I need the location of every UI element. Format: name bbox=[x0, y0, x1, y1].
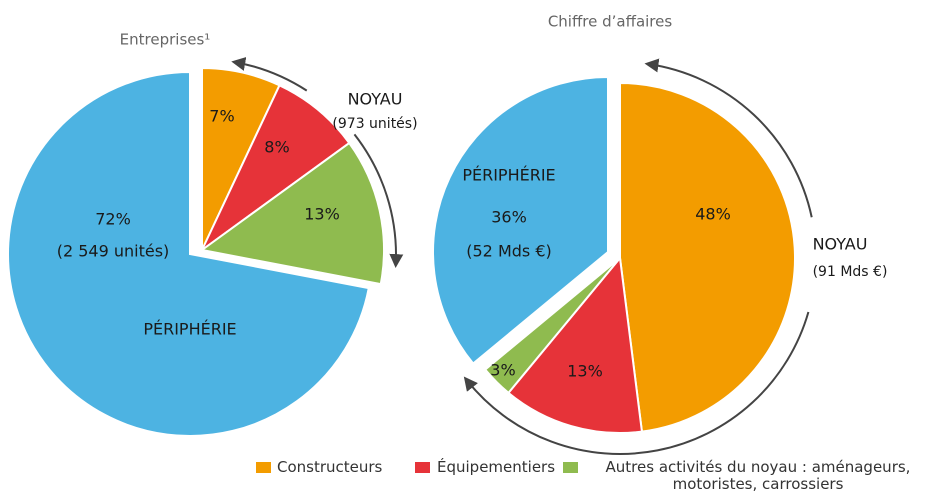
value-label: 8% bbox=[264, 138, 289, 157]
value-label: 36% bbox=[491, 208, 527, 227]
annotation: (52 Mds €) bbox=[466, 242, 552, 261]
annotation: (2 549 unités) bbox=[57, 242, 170, 261]
arrow bbox=[644, 58, 813, 218]
annotation: PÉRIPHÉRIE bbox=[462, 166, 555, 185]
legend-swatch bbox=[256, 462, 271, 473]
annotation: NOYAU bbox=[348, 90, 403, 109]
legend-swatch bbox=[415, 462, 430, 473]
value-label: 3% bbox=[490, 361, 515, 380]
legend-swatch bbox=[563, 462, 578, 473]
arrow bbox=[231, 57, 308, 92]
value-label: 7% bbox=[209, 107, 234, 126]
pie-slice bbox=[507, 255, 644, 434]
value-label: 48% bbox=[695, 205, 731, 224]
chart-title: Chiffre d’affaires bbox=[548, 13, 673, 31]
annotation: PÉRIPHÉRIE bbox=[143, 320, 236, 339]
arrow bbox=[463, 311, 810, 455]
pie-slice bbox=[432, 75, 609, 365]
pie-slice bbox=[201, 83, 351, 251]
legend-label: Constructeurs bbox=[277, 458, 383, 476]
legend-label: Autres activités du noyau : aménageurs, … bbox=[605, 458, 911, 493]
annotation: (973 unités) bbox=[332, 116, 417, 132]
arrow bbox=[353, 133, 404, 269]
value-label: 13% bbox=[304, 205, 340, 224]
value-label: 72% bbox=[95, 210, 131, 229]
chart-title: Entreprises¹ bbox=[120, 31, 211, 49]
annotation: NOYAU bbox=[813, 235, 868, 254]
pie-slice bbox=[619, 81, 796, 433]
pie-slice bbox=[7, 70, 370, 437]
pie-slice bbox=[199, 141, 385, 286]
legend-label: Équipementiers bbox=[437, 458, 556, 476]
annotation: (91 Mds €) bbox=[813, 264, 888, 280]
pie-slice bbox=[483, 257, 621, 395]
value-label: 13% bbox=[567, 362, 603, 381]
